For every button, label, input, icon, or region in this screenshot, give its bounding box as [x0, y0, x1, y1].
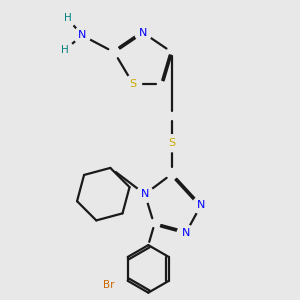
Circle shape — [59, 10, 76, 27]
Circle shape — [193, 197, 209, 214]
Circle shape — [177, 225, 194, 242]
Circle shape — [57, 41, 74, 58]
Text: S: S — [130, 79, 136, 89]
Text: N: N — [197, 200, 205, 210]
Circle shape — [124, 75, 142, 92]
Text: S: S — [169, 138, 176, 148]
Text: Br: Br — [103, 280, 115, 290]
Circle shape — [136, 186, 153, 203]
Text: N: N — [141, 189, 149, 199]
Text: N: N — [78, 30, 86, 40]
Circle shape — [164, 135, 181, 152]
Circle shape — [74, 27, 91, 44]
Text: N: N — [182, 228, 190, 238]
Text: H: H — [61, 45, 69, 55]
Circle shape — [135, 24, 152, 41]
Circle shape — [98, 274, 120, 296]
Text: H: H — [64, 14, 71, 23]
Text: N: N — [139, 28, 147, 38]
